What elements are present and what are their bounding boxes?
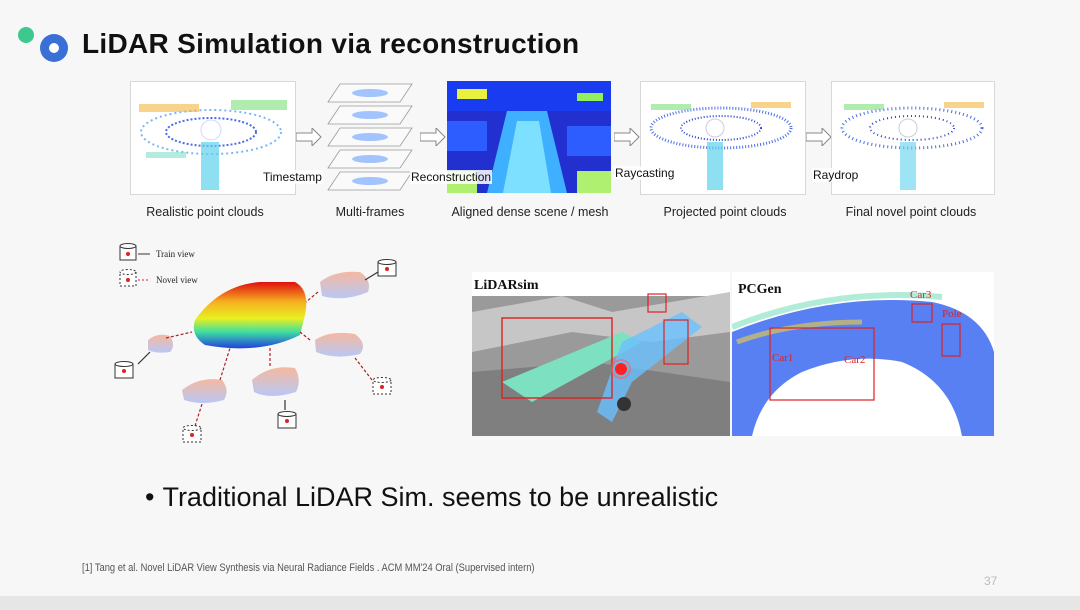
multi-frames-stack-image	[322, 80, 418, 196]
arrow-icon	[806, 128, 832, 146]
label-pole: Pole	[942, 308, 962, 320]
step-reconstruction: Reconstruction	[410, 170, 493, 184]
footnote: [1] Tang et al. Novel LiDAR View Synthes…	[82, 562, 535, 574]
novel-view-legend-icon	[119, 269, 150, 287]
step-raydrop: Raydrop	[812, 168, 860, 182]
legend-novel-view: Novel view	[156, 275, 198, 285]
caption-multi-frames: Multi-frames	[335, 205, 405, 219]
page-number: 37	[984, 574, 998, 588]
bottom-bar	[0, 596, 1080, 610]
legend-train-view: Train view	[156, 249, 195, 259]
pcgen-image: PCGen Car1 Car2 Car3 Pole	[732, 272, 994, 436]
slide-title: LiDAR Simulation via reconstruction	[82, 28, 580, 59]
label-car3: Car3	[910, 289, 932, 301]
lidarsim-title: LiDARsim	[474, 278, 539, 293]
arrow-icon	[296, 128, 322, 146]
bullet-point: • Traditional LiDAR Sim. seems to be unre…	[145, 482, 718, 513]
lidarsim-image: LiDARsim	[472, 272, 730, 436]
realistic-point-cloud-image	[130, 81, 296, 195]
bullet-dot-icon: •	[145, 482, 155, 512]
label-car2: Car2	[844, 354, 866, 366]
caption-aligned-mesh: Aligned dense scene / mesh	[451, 205, 609, 219]
step-raycasting: Raycasting	[614, 166, 676, 180]
bullet-text: Traditional LiDAR Sim. seems to be unrea…	[162, 482, 719, 512]
step-timestamp: Timestamp	[262, 170, 323, 184]
label-car1: Car1	[772, 352, 794, 364]
caption-realistic: Realistic point clouds	[146, 205, 264, 219]
caption-final-novel: Final novel point clouds	[845, 205, 977, 219]
caption-projected: Projected point clouds	[663, 205, 787, 219]
logo-green-dot-icon	[18, 27, 34, 43]
arrow-icon	[420, 128, 446, 146]
train-view-legend-icon	[119, 243, 150, 261]
logo-blue-ring-icon	[40, 34, 68, 62]
novel-view-figure: Train view Novel view	[110, 240, 430, 450]
arrow-icon	[614, 128, 640, 146]
pcgen-title: PCGen	[738, 282, 782, 297]
